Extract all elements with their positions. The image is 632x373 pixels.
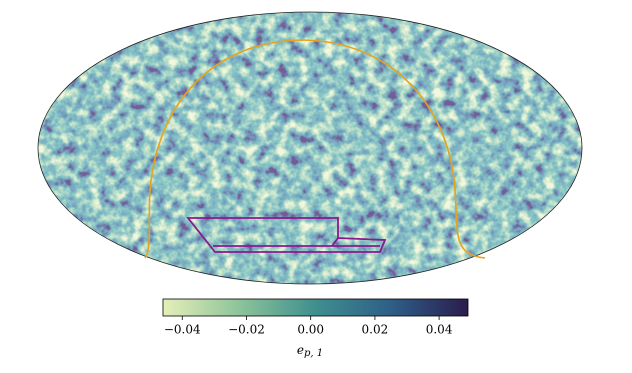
tick-label: 0.00 xyxy=(297,323,324,337)
map-field xyxy=(38,12,582,284)
footprint-curve xyxy=(144,39,486,259)
survey-region xyxy=(186,217,387,253)
tick-label: −0.02 xyxy=(228,323,265,337)
colorbar-label: ep, 1 xyxy=(297,343,323,359)
tick-label: 0.02 xyxy=(362,323,389,337)
sky-map xyxy=(38,12,582,284)
label-symbol: e xyxy=(297,343,304,357)
tick-label: 0.04 xyxy=(426,323,453,337)
tick-label: −0.04 xyxy=(164,323,201,337)
label-subscript: p, 1 xyxy=(304,348,323,359)
colorbar xyxy=(162,298,469,317)
colorbar-ticks: −0.04 −0.02 0.00 0.02 0.04 xyxy=(164,316,453,337)
map-border xyxy=(37,11,583,285)
